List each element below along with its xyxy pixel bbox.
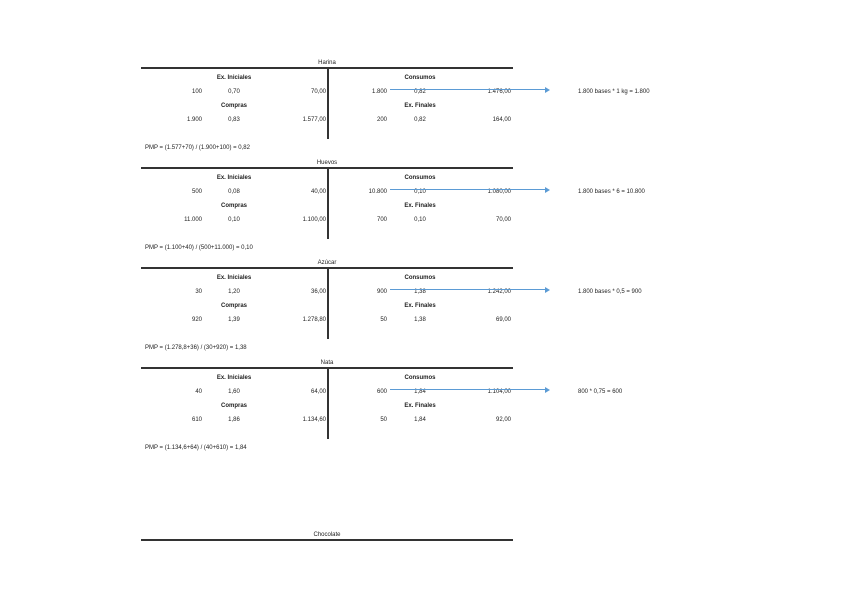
- unit-price: 1,38: [414, 317, 426, 323]
- quantity: 11.000: [184, 217, 202, 223]
- account-title: Huevos: [316, 160, 338, 166]
- calculation-note: 1.800 bases * 6 = 10.800: [578, 189, 645, 195]
- quantity: 1.800: [371, 89, 387, 95]
- account-title: Harina: [318, 60, 336, 66]
- t-account: Huevos Ex. Iniciales Compras Consumos Ex. Fi…: [0, 100, 848, 251]
- amount: 1.278,80: [302, 317, 326, 323]
- compras-label: Compras: [220, 403, 247, 409]
- amount: 69,00: [495, 317, 511, 323]
- quantity: 600: [376, 389, 387, 395]
- unit-price: 1,86: [228, 417, 240, 423]
- quantity: 100: [191, 89, 202, 95]
- arrow-icon: [390, 386, 550, 393]
- calculation-note: 800 * 0,75 = 600: [578, 389, 623, 395]
- t-account-divider: [327, 267, 329, 339]
- amount: 1.577,00: [302, 117, 326, 123]
- ex-finales-label: Ex. Finales: [404, 203, 436, 209]
- compras-label: Compras: [220, 203, 247, 209]
- amount: 1.476,00: [487, 89, 511, 95]
- unit-price: 0,10: [228, 217, 240, 223]
- amount: 1.104,00: [487, 389, 511, 395]
- amount: 164,00: [492, 117, 511, 123]
- pmp-formula: PMP = (1.134,6+64) / (40+610) = 1,84: [145, 445, 247, 451]
- unit-price: 0,82: [414, 89, 426, 95]
- ex-iniciales-label: Ex. Iniciales: [216, 375, 252, 381]
- quantity: 50: [380, 417, 387, 423]
- pmp-formula: PMP = (1.278,8+36) / (30+920) = 1,38: [145, 345, 247, 351]
- account-title: Azúcar: [317, 260, 337, 266]
- unit-price: 1,84: [414, 417, 426, 423]
- amount: 40,00: [310, 189, 326, 195]
- unit-price: 0,08: [228, 189, 240, 195]
- unit-price: 1,38: [414, 289, 426, 295]
- amount: 92,00: [495, 417, 511, 423]
- quantity: 200: [376, 117, 387, 123]
- quantity: 500: [191, 189, 202, 195]
- arrow-icon: [390, 186, 550, 193]
- unit-price: 1,60: [228, 389, 240, 395]
- quantity: 40: [195, 389, 202, 395]
- arrow-icon: [390, 86, 550, 93]
- unit-price: 0,10: [414, 217, 426, 223]
- quantity: 700: [376, 217, 387, 223]
- quantity: 900: [376, 289, 387, 295]
- account-title: Nata: [320, 360, 334, 366]
- amount: 1.134,60: [302, 417, 326, 423]
- unit-price: 0,83: [228, 117, 240, 123]
- unit-price: 1,84: [414, 389, 426, 395]
- pmp-formula: PMP = (1.100+40) / (500+11.000) = 0,10: [145, 245, 253, 251]
- unit-price: 1,39: [228, 317, 240, 323]
- t-account-divider: [327, 367, 329, 439]
- ex-iniciales-label: Ex. Iniciales: [216, 75, 252, 81]
- quantity: 10.800: [368, 189, 387, 195]
- consumos-label: Consumos: [404, 175, 436, 181]
- ex-iniciales-label: Ex. Iniciales: [216, 275, 252, 281]
- t-account-top-line: [141, 539, 513, 541]
- unit-price: 0,70: [228, 89, 240, 95]
- t-account-divider: [327, 67, 329, 139]
- ex-iniciales-label: Ex. Iniciales: [216, 175, 252, 181]
- t-account: Nata Ex. Iniciales Compras Consumos Ex. Fina…: [0, 300, 848, 451]
- amount: 70,00: [495, 217, 511, 223]
- t-account: Azúcar Ex. Iniciales Compras Consumos Ex. Fi…: [0, 200, 848, 351]
- consumos-label: Consumos: [404, 375, 436, 381]
- amount: 1.100,00: [302, 217, 326, 223]
- calculation-note: 1.800 bases * 0,5 = 900: [578, 289, 642, 295]
- ex-finales-label: Ex. Finales: [404, 403, 436, 409]
- compras-label: Compras: [220, 103, 247, 109]
- arrow-icon: [390, 286, 550, 293]
- t-account: Harina Ex. Iniciales Compras Consumos Ex. Fi…: [0, 0, 848, 151]
- quantity: 1.900: [186, 117, 202, 123]
- account-title-chocolate: Chocolate: [313, 532, 341, 538]
- amount: 64,00: [310, 389, 326, 395]
- calculation-note: 1.800 bases * 1 kg = 1.800: [578, 89, 650, 95]
- unit-price: 0,10: [414, 189, 426, 195]
- consumos-label: Consumos: [404, 275, 436, 281]
- amount: 1.242,00: [487, 289, 511, 295]
- unit-price: 1,20: [228, 289, 240, 295]
- ex-finales-label: Ex. Finales: [404, 303, 436, 309]
- unit-price: 0,82: [414, 117, 426, 123]
- compras-label: Compras: [220, 303, 247, 309]
- ex-finales-label: Ex. Finales: [404, 103, 436, 109]
- amount: 36,00: [310, 289, 326, 295]
- quantity: 30: [195, 289, 202, 295]
- quantity: 50: [380, 317, 387, 323]
- t-account-divider: [327, 167, 329, 239]
- quantity: 610: [191, 417, 202, 423]
- amount: 1.080,00: [487, 189, 511, 195]
- quantity: 920: [191, 317, 202, 323]
- pmp-formula: PMP = (1.577+70) / (1.900+100) = 0,82: [145, 145, 250, 151]
- consumos-label: Consumos: [404, 75, 436, 81]
- amount: 70,00: [310, 89, 326, 95]
